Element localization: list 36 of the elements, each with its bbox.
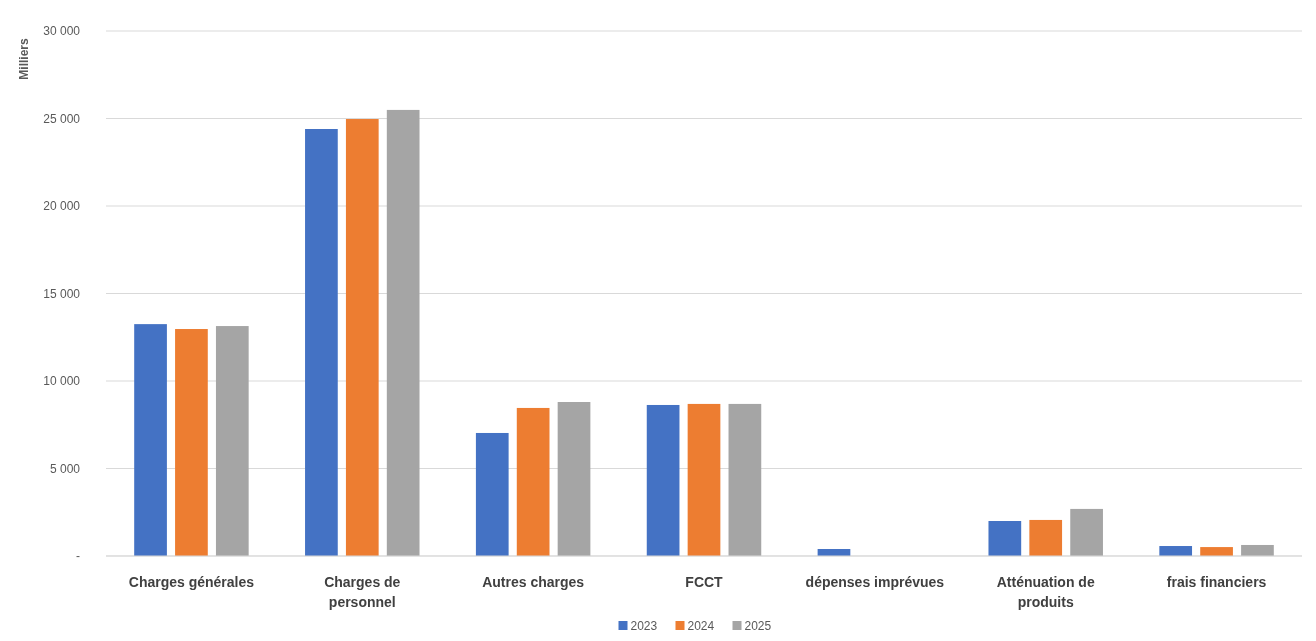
x-tick-label: frais financiers: [1166, 574, 1267, 590]
y-tick-label: 10 000: [43, 374, 81, 389]
bar: [475, 432, 509, 556]
bar: [728, 403, 762, 556]
y-tick-label: 25 000: [43, 111, 81, 126]
x-tick-label: Autres charges: [482, 574, 585, 590]
legend-label: 2023: [630, 619, 658, 633]
bar: [1029, 519, 1063, 556]
bar: [988, 521, 1022, 556]
bar: [646, 404, 680, 556]
bar: [516, 407, 550, 556]
x-tick-label: FCCT: [685, 574, 724, 590]
y-tick-label: 30 000: [43, 24, 81, 39]
bar: [1241, 544, 1274, 556]
bar: [1200, 547, 1233, 556]
x-tick-label: Atténuation de produits: [996, 574, 1095, 610]
bar: [345, 119, 379, 556]
y-axis-title: Milliers: [17, 38, 31, 80]
bar: [557, 402, 591, 556]
y-tick-label: 5 000: [49, 461, 81, 476]
bar: [215, 326, 249, 556]
bar: [1159, 546, 1193, 556]
y-tick-label: 20 000: [43, 199, 81, 214]
y-tick-label: -: [76, 549, 80, 564]
x-tick-label: Charges générales: [128, 574, 255, 590]
legend-label: 2024: [687, 619, 715, 633]
bar: [134, 324, 167, 556]
bar: [386, 109, 420, 556]
bar: [687, 403, 721, 556]
y-tick-label: 15 000: [43, 286, 81, 301]
bar: [305, 129, 338, 556]
bar: [175, 329, 208, 556]
x-tick-label: Charges de personnel: [324, 574, 401, 610]
x-tick-label: dépenses imprévues: [805, 574, 945, 590]
bar: [1070, 508, 1103, 556]
legend-label: 2025: [744, 619, 772, 633]
